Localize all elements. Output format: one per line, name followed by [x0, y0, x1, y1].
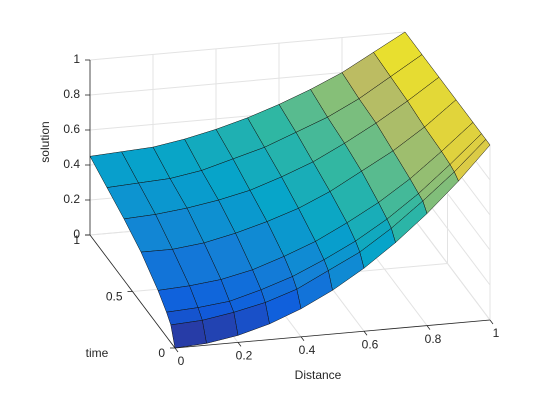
tick-mark	[363, 330, 368, 336]
z-tick-label: 0.8	[63, 87, 80, 101]
y-tick-label: 0	[158, 346, 165, 360]
z-tick-label: 1	[73, 52, 80, 66]
z-tick-label: 0	[73, 227, 80, 241]
z-tick-label: 0.4	[63, 157, 80, 171]
tick-mark	[300, 336, 305, 342]
x-axis-label: Distance	[295, 368, 342, 382]
y-tick-label: 0.5	[106, 290, 123, 304]
tick-mark	[426, 325, 431, 330]
z-axis-label: solution	[38, 121, 52, 162]
x-tick-label: 0.8	[425, 332, 442, 346]
surface-patch	[170, 320, 207, 349]
tick-mark	[174, 347, 179, 353]
y-axis-label: time	[86, 346, 109, 360]
x-tick-label: 1	[493, 326, 500, 340]
y-tick-label: 1	[73, 233, 80, 247]
x-tick-label: 0.4	[299, 343, 316, 357]
z-tick-label: 0.2	[63, 192, 80, 206]
tick-mark	[489, 319, 494, 325]
grid-line	[404, 206, 491, 321]
x-tick-label: 0.6	[362, 337, 379, 351]
axis-line	[174, 319, 491, 349]
grid-line	[89, 31, 406, 61]
z-tick-label: 0.6	[63, 122, 80, 136]
tick-mark	[237, 342, 242, 347]
x-tick-label: 0.2	[236, 349, 253, 363]
x-tick-label: 0	[178, 354, 185, 368]
